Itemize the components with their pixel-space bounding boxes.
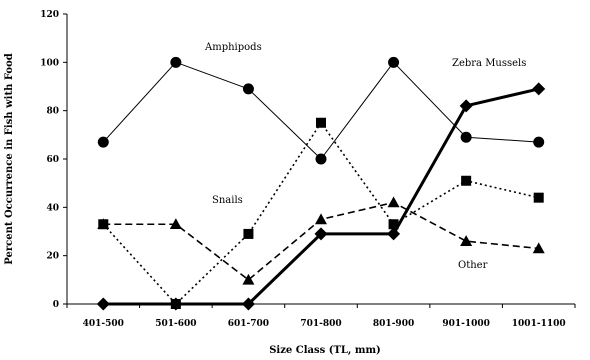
y-tick-label: 20 [46,252,59,262]
x-tick-label: 501-600 [155,319,196,329]
data-point-snails [243,228,254,239]
data-point-other [169,218,182,230]
y-tick-label: 40 [46,203,59,213]
series-line-snails [102,121,539,305]
x-tick-label: 701-800 [300,319,341,329]
data-point-zebra-mussels [387,227,401,241]
y-tick-label: 120 [40,10,59,20]
x-tick-label: 601-700 [228,319,269,329]
data-point-amphipods [97,136,109,148]
data-point-amphipods [242,83,254,95]
series-line-amphipods [102,61,539,160]
data-point-amphipods [315,153,327,165]
data-point-other [460,235,473,246]
y-axis-title: Percent Occurrence in Fish with Food [4,53,15,264]
data-point-other [387,196,400,208]
annotation-amphipods: Amphipods [204,42,262,53]
data-point-zebra-mussels [459,99,473,113]
data-point-snails [461,175,472,186]
series-markers [96,56,546,311]
data-point-other [315,213,327,225]
data-point-other [532,242,545,254]
x-tick-labels: 401-500 501-600 601-700 701-800 801-900 901-1… [83,319,566,329]
data-point-zebra-mussels [314,227,328,241]
annotation-other: Other [458,260,488,271]
data-point-snails [533,192,544,203]
data-point-amphipods [388,56,400,68]
x-tick-label: 801-900 [373,319,414,329]
y-tick-labels: 0 20 40 60 80 100 120 [40,10,59,310]
data-point-snails [316,117,326,128]
series-annotations: Amphipods Zebra Mussels Snails Other [204,42,526,271]
x-axis-title: Size Class (TL, mm) [269,345,381,356]
x-tick-label: 901-1000 [442,319,490,329]
y-tick-label: 0 [53,300,59,310]
data-point-amphipods [533,136,545,148]
axes [63,13,576,308]
annotation-snails: Snails [212,195,243,206]
y-tick-label: 60 [46,155,59,165]
y-tick-label: 100 [40,58,59,68]
data-point-snails [388,219,399,230]
data-point-amphipods [460,131,472,143]
data-point-amphipods [170,56,182,68]
data-point-zebra-mussels [532,82,546,96]
y-tick-label: 80 [46,107,59,117]
x-tick-label: 1001-1100 [512,319,566,329]
data-point-other [97,218,110,230]
annotation-zebra-mussels: Zebra Mussels [452,58,526,69]
data-point-other [242,273,255,285]
x-tick-label: 401-500 [83,319,124,329]
